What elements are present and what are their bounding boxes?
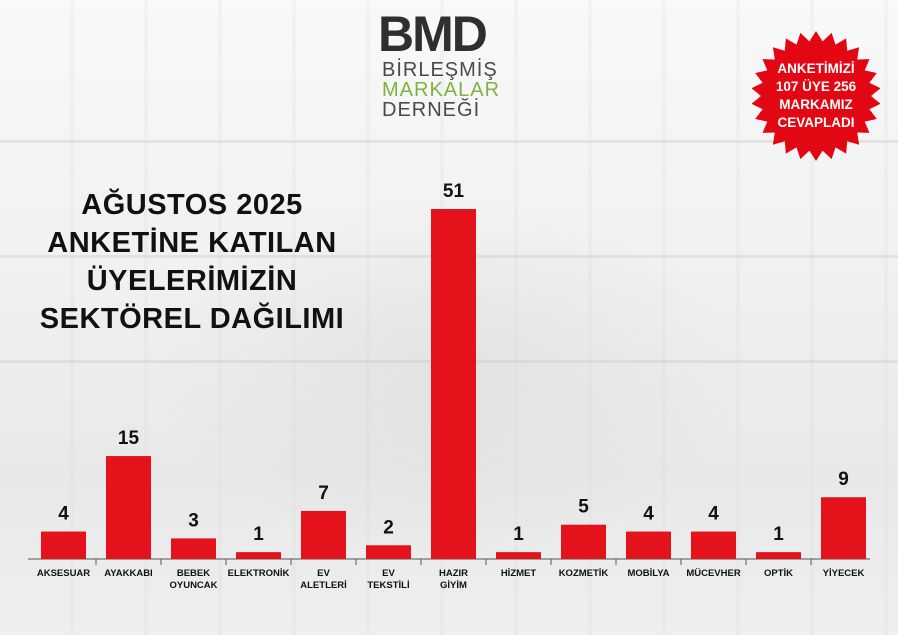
category-label-3: ELEKTRONİK	[228, 568, 290, 579]
title-line-2: ANKETİNE KATILAN	[47, 227, 337, 259]
category-label-2-line-1: OYUNCAK	[169, 580, 217, 591]
category-label-9: MOBİLYA	[627, 568, 669, 579]
logo-line-1: BİRLEŞMİŞ	[382, 59, 498, 81]
category-label-10: MÜCEVHER	[686, 568, 741, 579]
value-label-10: 4	[708, 504, 719, 525]
starburst-icon	[751, 31, 881, 161]
category-label-2-line-0: BEBEK	[177, 568, 210, 579]
background-floor-line	[0, 140, 898, 143]
bar-5	[366, 545, 411, 559]
category-label-1: AYAKKABI	[104, 568, 152, 579]
category-label-7: HİZMET	[501, 568, 537, 579]
category-label-11: OPTİK	[764, 568, 793, 579]
category-label-6-line-1: GİYİM	[440, 580, 467, 591]
bar-2	[171, 538, 216, 559]
value-label-1: 15	[118, 428, 140, 449]
logo-mark: BMD	[378, 6, 488, 62]
title-line-3: ÜYELERİMİZİN	[86, 265, 298, 297]
value-label-0: 4	[58, 504, 69, 525]
bmd-logo: BMD BİRLEŞMİŞ MARKALAR DERNEĞİ	[378, 8, 500, 120]
value-label-9: 4	[643, 504, 654, 525]
badge-text: ANKETİMİZİ 107 ÜYE 256 MARKAMIZ CEVAPLAD…	[750, 60, 882, 132]
badge-line-2: 107 ÜYE 256	[775, 79, 857, 94]
bar-9	[626, 531, 671, 559]
value-label-2: 3	[188, 510, 199, 531]
bar-12	[821, 497, 866, 559]
value-label-7: 1	[513, 524, 524, 545]
title-line-1: AĞUSTOS 2025	[81, 189, 303, 221]
value-label-5: 2	[383, 517, 394, 538]
value-label-12: 9	[838, 469, 849, 490]
bar-3	[236, 552, 281, 559]
badge-line-4: CEVAPLADI	[777, 115, 855, 130]
category-label-8: KOZMETİK	[559, 568, 609, 579]
category-label-6-line-0: HAZIR	[439, 568, 468, 579]
bar-10	[691, 531, 736, 559]
bar-7	[496, 552, 541, 559]
bar-8	[561, 524, 606, 559]
bar-0	[41, 531, 86, 559]
category-label-0: AKSESUAR	[37, 568, 90, 579]
category-label-5-line-1: TEKSTİLİ	[367, 580, 409, 591]
bar-4	[301, 510, 346, 559]
chart-title: AĞUSTOS 2025 ANKETİNE KATILAN ÜYELERİMİZ…	[22, 186, 362, 338]
title-line-4: SEKTÖREL DAĞILIMI	[39, 303, 345, 335]
value-label-11: 1	[773, 524, 784, 545]
category-label-5-line-0: EV	[382, 568, 395, 579]
bar-11	[756, 552, 801, 559]
value-label-6: 51	[443, 181, 465, 202]
value-label-4: 7	[318, 483, 329, 504]
category-label-12: YİYECEK	[823, 568, 865, 579]
badge-line-3: MARKAMIZ	[779, 97, 853, 112]
value-label-3: 1	[253, 524, 264, 545]
survey-badge: ANKETİMİZİ 107 ÜYE 256 MARKAMIZ CEVAPLAD…	[750, 30, 882, 162]
logo-line-2: MARKALAR	[382, 79, 501, 101]
bar-1	[106, 456, 151, 559]
logo-line-3: DERNEĞİ	[382, 99, 481, 121]
category-label-4-line-1: ALETLERİ	[300, 580, 346, 591]
category-label-4-line-0: EV	[317, 568, 330, 579]
value-label-8: 5	[578, 497, 589, 518]
bar-6	[431, 209, 476, 559]
badge-line-1: ANKETİMİZİ	[777, 61, 855, 76]
